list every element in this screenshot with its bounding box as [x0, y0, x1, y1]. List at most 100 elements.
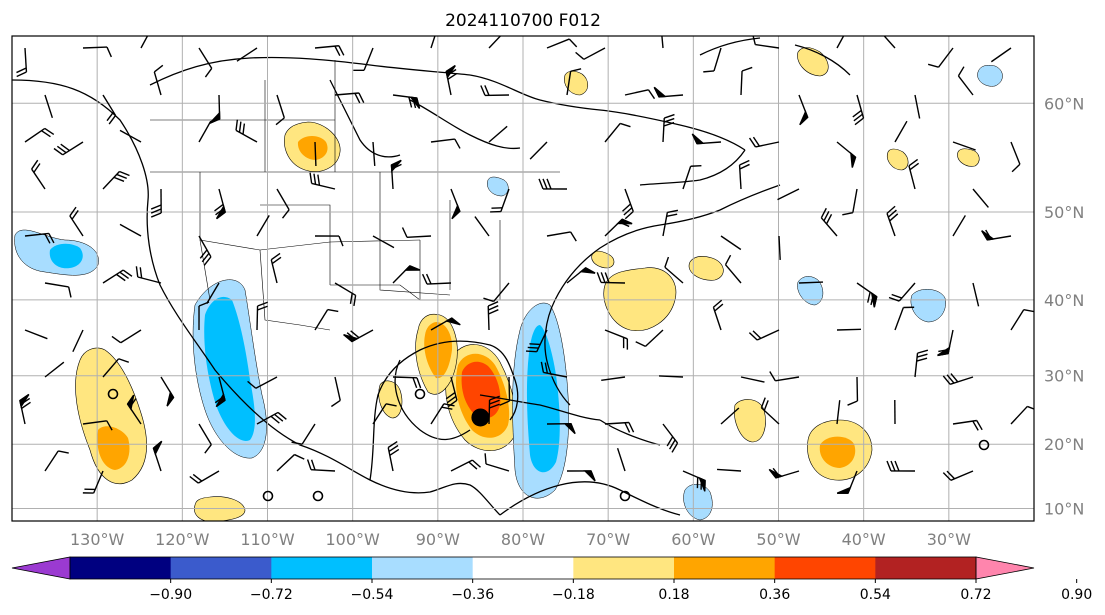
wind-barb	[662, 113, 675, 143]
wind-barb	[160, 376, 175, 407]
latitude-label: 50°N	[1044, 203, 1084, 222]
wind-barb	[314, 45, 345, 57]
wind-barb	[604, 218, 633, 237]
wind-barb	[474, 216, 490, 237]
wind-barb	[990, 47, 1012, 63]
colorbar-segment	[472, 557, 574, 579]
wind-barb	[150, 188, 162, 218]
wind-barb	[847, 376, 859, 406]
wind-barb	[353, 47, 374, 72]
wind-barb	[914, 349, 929, 378]
wind-barb	[499, 376, 511, 406]
wind-barb	[972, 188, 989, 208]
colorbar-tick-label: −0.54	[351, 587, 394, 603]
colorbar-segment	[875, 557, 977, 579]
wind-barb	[82, 470, 104, 494]
wind-barb	[488, 125, 508, 143]
anomaly-blob	[887, 148, 909, 171]
wind-barb	[390, 159, 402, 190]
colorbar-segment	[372, 557, 474, 579]
calm-marker	[262, 490, 274, 502]
wind-barb	[275, 94, 285, 126]
wind-barb	[256, 214, 270, 237]
wind-barb	[309, 172, 336, 190]
wind-barb	[740, 376, 765, 383]
wind-barb	[430, 138, 461, 149]
map-frame	[11, 35, 1035, 522]
wind-barb	[546, 38, 578, 49]
longitude-label: 30°W	[927, 530, 971, 549]
wind-barb	[635, 329, 664, 348]
caribbean-negative-anomaly	[512, 302, 569, 499]
wind-barb	[738, 159, 750, 190]
wind-barb	[952, 215, 966, 237]
colorbar-tick-labels: −0.90 −0.72 −0.54 −0.36 −0.18 0.18 0.36 0.54 0.7…	[149, 579, 1092, 603]
wind-barb	[717, 468, 742, 472]
wind-barb	[622, 188, 634, 220]
wind-barb	[596, 272, 626, 284]
anomaly-blob	[734, 399, 766, 443]
wind-barb	[484, 453, 510, 472]
calm-marker	[414, 388, 426, 400]
wind-barb	[198, 120, 212, 143]
wind-barb	[24, 127, 55, 143]
wind-barb	[102, 94, 117, 125]
wind-barb	[748, 329, 780, 341]
colorbar-segment	[170, 557, 272, 579]
wind-barb	[102, 170, 130, 190]
wind-barb	[126, 394, 142, 425]
wind-barb	[604, 122, 631, 143]
colorbar-segment	[271, 557, 373, 579]
wind-barb	[712, 299, 724, 331]
wind-barb	[1010, 308, 1034, 331]
wind-barb	[306, 459, 336, 472]
colorbar-segment	[70, 557, 172, 579]
wind-barb	[856, 282, 878, 308]
wind-barb	[334, 92, 365, 104]
wind-barb	[768, 467, 800, 479]
colorbar-tick-label: −0.18	[552, 587, 595, 603]
wind-barb	[914, 94, 921, 119]
colorbar-tick-label: 0.90	[1061, 587, 1092, 603]
wind-barb	[392, 376, 422, 389]
longitude-label: 50°W	[756, 530, 800, 549]
storm-center-marker	[471, 408, 490, 427]
wind-barb	[372, 235, 395, 249]
wind-barb	[343, 329, 374, 343]
wind-barb	[820, 207, 838, 237]
map-panel	[12, 36, 1034, 521]
wind-barb	[760, 397, 780, 425]
wind-barb	[334, 282, 357, 307]
pacific-positive-anomaly	[75, 347, 148, 485]
wind-barb	[44, 282, 72, 298]
wind-barb	[525, 329, 548, 353]
wind-barb	[387, 440, 400, 472]
wind-barb	[798, 281, 824, 284]
longitude-label: 70°W	[586, 530, 630, 549]
wind-barb	[198, 47, 213, 78]
wind-barb	[604, 329, 629, 350]
wind-barb	[842, 188, 858, 216]
colorbar	[11, 556, 1035, 580]
wind-barb	[421, 273, 452, 285]
anomaly-blob	[977, 65, 1003, 87]
wind-barb	[575, 47, 606, 60]
wind-barb	[19, 393, 31, 425]
wind-barb	[450, 188, 461, 220]
wind-barb	[152, 440, 163, 472]
wind-barb	[189, 470, 220, 484]
wind-barb	[82, 420, 113, 431]
wind-barb	[836, 328, 862, 331]
colorbar-tick-label: 0.18	[658, 587, 689, 603]
anomaly-blob	[957, 148, 980, 167]
calm-marker	[107, 388, 119, 400]
wind-barb	[604, 421, 635, 433]
longitude-label: 130°W	[70, 530, 125, 549]
wind-barb	[430, 403, 455, 425]
wind-barb	[135, 266, 162, 284]
wind-barb	[538, 178, 568, 190]
wind-barb	[908, 158, 920, 190]
longitude-label: 100°W	[325, 530, 380, 549]
wind-barb	[888, 282, 916, 302]
wind-barb	[372, 403, 397, 425]
